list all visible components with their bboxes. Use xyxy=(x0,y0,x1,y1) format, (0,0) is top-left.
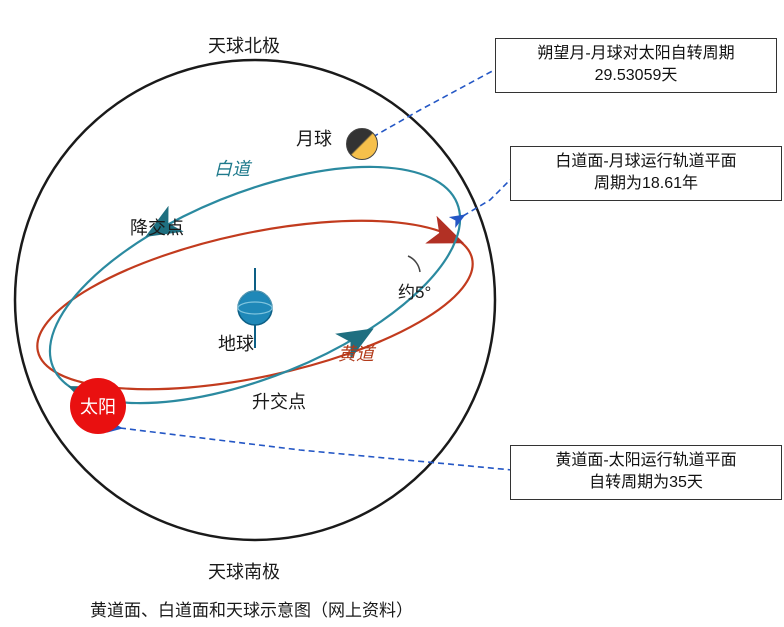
annot-synodic-line1: 朔望月-月球对太阳自转周期 xyxy=(506,43,766,65)
ascending-node-label: 升交点 xyxy=(252,388,306,414)
ecliptic-label: 黄道 xyxy=(338,340,374,366)
annot-lunar-line2: 周期为18.61年 xyxy=(521,173,771,195)
annot-ecliptic-line1: 黄道面-太阳运行轨道平面 xyxy=(521,450,771,472)
annot-synodic-line2: 29.53059天 xyxy=(506,65,766,87)
annot-lunar-line1: 白道面-月球运行轨道平面 xyxy=(521,151,771,173)
annot-leader-lunar-plane xyxy=(463,178,512,216)
annot-box-synodic: 朔望月-月球对太阳自转周期 29.53059天 xyxy=(495,38,777,93)
angle-mark xyxy=(408,256,420,272)
annot-box-lunar-plane: 白道面-月球运行轨道平面 周期为18.61年 xyxy=(510,146,782,201)
annot-box-ecliptic-plane: 黄道面-太阳运行轨道平面 自转周期为35天 xyxy=(510,445,782,500)
caption: 黄道面、白道面和天球示意图（网上资料） xyxy=(90,596,413,621)
annot-leader-synodic xyxy=(364,68,498,142)
annot-ecliptic-line2: 自转周期为35天 xyxy=(521,472,771,494)
sun-body: 太阳 xyxy=(70,378,126,434)
moon-body xyxy=(346,128,378,160)
north-pole-label: 天球北极 xyxy=(208,32,280,58)
moon-label: 月球 xyxy=(296,125,332,151)
descending-node-label: 降交点 xyxy=(130,214,184,240)
earth-globe xyxy=(235,288,275,328)
south-pole-label: 天球南极 xyxy=(208,558,280,584)
angle-label: 约5° xyxy=(398,278,431,303)
lunar-orbit-label: 白道 xyxy=(214,155,250,181)
diagram-svg xyxy=(0,0,784,627)
sun-label: 太阳 xyxy=(80,393,116,419)
earth-label: 地球 xyxy=(218,330,254,356)
